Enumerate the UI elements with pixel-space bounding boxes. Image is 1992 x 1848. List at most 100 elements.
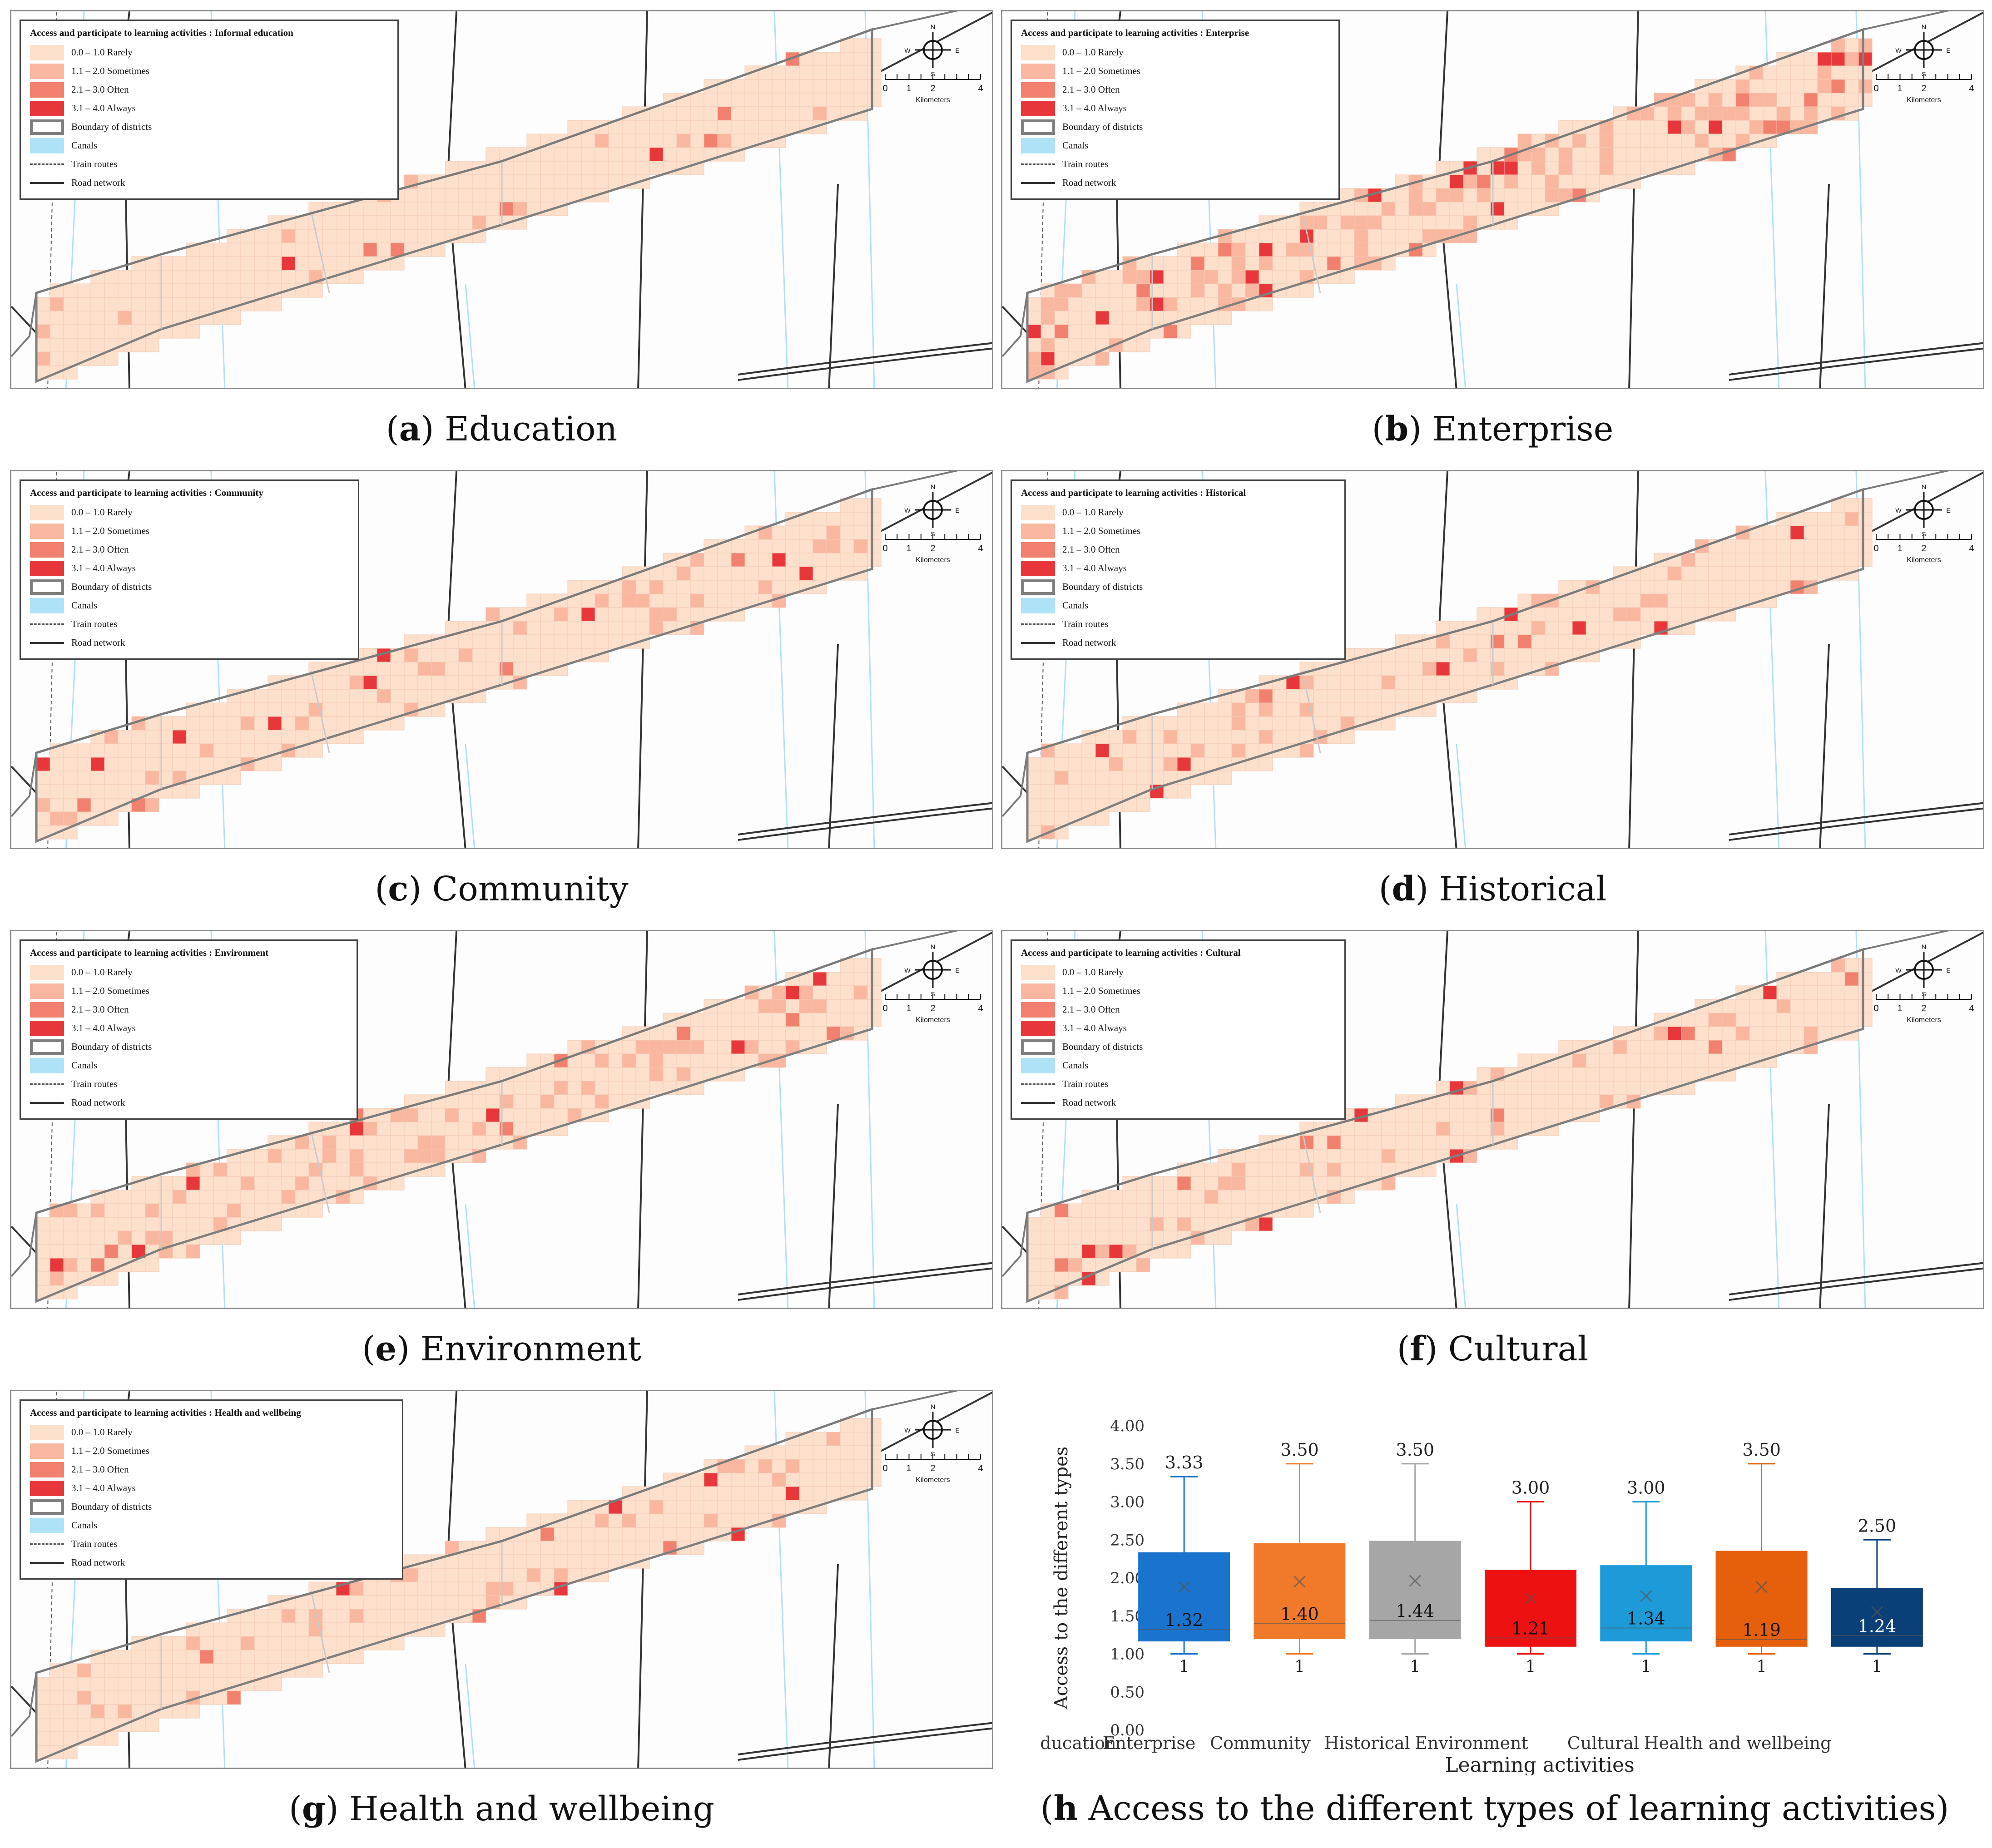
legend-label: Canals (71, 140, 98, 151)
category-label: Health and wellbeing (1644, 1733, 1832, 1753)
min-label: 1 (1872, 1658, 1882, 1676)
min-label: 1 (1756, 1658, 1767, 1676)
legend-swatch (30, 163, 64, 165)
canal-line (465, 743, 475, 848)
mean-marker (1409, 1575, 1421, 1587)
legend-label: 0.0 – 1.0 Rarely (1062, 47, 1124, 58)
scale-bar: NSEW0124Kilometers (1873, 23, 1974, 104)
max-label: 3.50 (1280, 1440, 1319, 1460)
scale-bar: NSEW0124Kilometers (882, 23, 983, 104)
compass-n-label: N (1922, 23, 1926, 30)
legend-item: 2.1 – 3.0 Often (1021, 80, 1329, 99)
scale-tick-label: 2 (930, 84, 935, 94)
caption-letter: f (1410, 1329, 1425, 1369)
scale-tick-label: 1 (906, 1463, 911, 1473)
road-line (738, 1727, 992, 1761)
legend-swatch (30, 100, 64, 116)
legend-label: 1.1 – 2.0 Sometimes (71, 1445, 150, 1456)
category-label: Historical (1324, 1733, 1410, 1753)
legend-swatch (30, 63, 64, 79)
district-boundary (160, 621, 503, 789)
min-label: 1 (1526, 1658, 1536, 1676)
legend-label: Canals (1062, 1060, 1089, 1071)
road-line (1002, 471, 1949, 817)
compass-icon (1906, 952, 1942, 988)
road-line (1729, 1267, 1983, 1301)
legend-label: Boundary of districts (71, 581, 152, 592)
road-line (1628, 931, 1639, 1308)
legend-item: Road network (30, 173, 388, 192)
caption-c: (c) Community (375, 870, 629, 909)
legend-label: Boundary of districts (1062, 1041, 1143, 1052)
legend-label: Train routes (71, 1078, 118, 1089)
median-label: 1.40 (1280, 1604, 1319, 1624)
legend-label: 0.0 – 1.0 Rarely (71, 47, 133, 58)
max-label: 2.50 (1858, 1516, 1897, 1536)
road-line (637, 1391, 648, 1768)
caption-a: (a) Education (386, 410, 618, 449)
box-3: 3.00 1.21 1 Historical (1324, 1478, 1576, 1753)
legend-swatch (30, 623, 64, 625)
legend-swatch (1021, 1020, 1055, 1036)
legend-item: Boundary of districts (30, 118, 388, 136)
legend-label: 0.0 – 1.0 Rarely (71, 507, 133, 518)
legend-swatch (30, 1543, 64, 1545)
legend-item: Boundary of districts (1021, 1038, 1335, 1056)
caption-letter: c (388, 870, 409, 909)
scale-unit-label: Kilometers (916, 556, 950, 564)
mean-marker (1524, 1592, 1537, 1605)
legend-item: 1.1 – 2.0 Sometimes (30, 62, 388, 80)
road-line (738, 1722, 992, 1755)
caption-text: Health and wellbeing (338, 1789, 715, 1828)
box-body (1600, 1565, 1692, 1642)
compass-e-label: E (955, 967, 959, 974)
legend-item: 2.1 – 3.0 Often (30, 1000, 347, 1019)
legend-item: Boundary of districts (30, 578, 349, 596)
road-line (1002, 11, 1949, 357)
scale-tick-label: 1 (906, 84, 911, 94)
mean-marker (1293, 1576, 1306, 1588)
legend-label: 1.1 – 2.0 Sometimes (71, 985, 150, 996)
legend-label: 3.1 – 4.0 Always (1062, 103, 1127, 114)
scale-tick-label: 0 (882, 1003, 887, 1013)
legend-title: Access and participate to learning activ… (30, 27, 293, 38)
scale-unit-label: Kilometers (916, 96, 950, 104)
scale-tick-label: 0 (1873, 544, 1878, 553)
road-line (1729, 342, 1983, 376)
road-line (1729, 347, 1983, 381)
median-label: 1.21 (1511, 1618, 1550, 1638)
legend-label: Canals (1062, 140, 1089, 151)
canal-line (1456, 743, 1466, 848)
map-canvas (1002, 11, 1983, 388)
legend-swatch (30, 579, 64, 595)
legend-label: 2.1 – 3.0 Often (71, 84, 129, 95)
compass-n-label: N (931, 483, 935, 490)
legend-item: 0.0 – 1.0 Rarely (1021, 43, 1329, 62)
compass-e-label: E (955, 1427, 959, 1434)
legend-label: 2.1 – 3.0 Often (1062, 544, 1120, 555)
compass-e-label: E (955, 507, 959, 514)
box-body (1254, 1543, 1346, 1639)
legend-label: 1.1 – 2.0 Sometimes (71, 65, 150, 76)
scale-tick-label: 0 (1873, 1003, 1878, 1013)
legend-swatch (30, 964, 64, 980)
legend-item: Train routes (30, 155, 388, 173)
legend-label: Road network (71, 1097, 125, 1108)
scale-tick-label: 2 (930, 1463, 935, 1473)
mean-marker (1640, 1590, 1652, 1602)
scale-unit-label: Kilometers (1907, 556, 1941, 564)
legend-swatch (30, 542, 64, 558)
legend-item: 1.1 – 2.0 Sometimes (1021, 522, 1335, 540)
legend-swatch (1021, 44, 1055, 60)
legend-label: 0.0 – 1.0 Rarely (71, 1427, 133, 1438)
compass-n-label: N (931, 23, 935, 30)
legend-item: 0.0 – 1.0 Rarely (30, 963, 347, 982)
legend-label: Boundary of districts (71, 1501, 152, 1512)
map-panel-d: Access and participate to learning activ… (1001, 470, 1984, 849)
scale-tick-label: 2 (1921, 84, 1926, 94)
road-line (637, 931, 648, 1308)
legend-item: 3.1 – 4.0 Always (1021, 1019, 1335, 1038)
compass-n-label: N (931, 1403, 935, 1410)
legend-item: 3.1 – 4.0 Always (30, 1019, 347, 1038)
compass-w-label: W (904, 1427, 911, 1434)
